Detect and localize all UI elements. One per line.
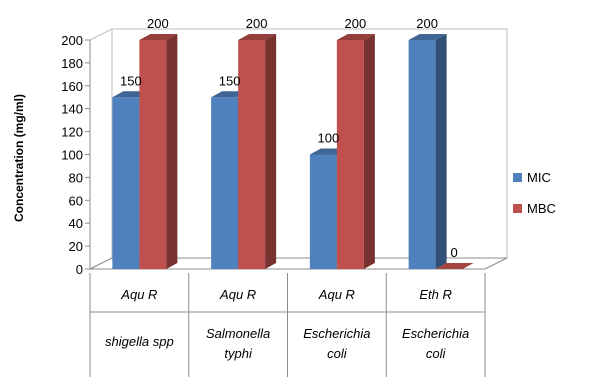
category-sublabel: coli <box>327 346 348 361</box>
bars <box>112 34 474 269</box>
side-wall <box>89 28 113 270</box>
y-tick-label: 180 <box>61 56 83 71</box>
plot-walls <box>89 28 508 270</box>
bar-mbc <box>435 263 474 269</box>
legend-label: MBC <box>527 201 556 216</box>
category-label: Aqu R <box>120 287 157 302</box>
bar-mbc <box>336 34 375 269</box>
category-sublabel: typhi <box>224 346 253 361</box>
bar-front <box>139 40 167 269</box>
category-label: Eth R <box>419 287 452 302</box>
legend-swatch <box>513 204 522 213</box>
bar-side <box>265 34 277 269</box>
bar-front <box>238 40 266 269</box>
y-tick-label: 140 <box>61 102 83 117</box>
category-label: Aqu R <box>318 287 355 302</box>
y-tick-label: 60 <box>69 193 83 208</box>
data-label: 200 <box>246 16 268 31</box>
category-sublabel: Salmonella <box>206 326 270 341</box>
category-label: Aqu R <box>219 287 256 302</box>
y-axis: 0 20 40 60 80 100 120 140 160 180 200 <box>61 33 91 277</box>
y-axis-title: Concentration (mg/ml) <box>12 94 26 222</box>
bar-front <box>336 40 364 269</box>
y-tick-label: 200 <box>61 33 83 48</box>
data-label: 0 <box>451 245 458 260</box>
bar-top <box>139 34 178 40</box>
bar-side <box>166 34 178 269</box>
bar-front <box>408 40 436 269</box>
bar-front <box>309 154 337 269</box>
y-tick-label: 160 <box>61 79 83 94</box>
y-tick-label: 20 <box>69 239 83 254</box>
category-sublabel: shigella spp <box>105 334 174 349</box>
category-sublabel: coli <box>426 346 447 361</box>
bar-mbc <box>139 34 178 269</box>
legend-swatch <box>513 173 522 182</box>
data-label: 100 <box>318 131 340 146</box>
y-tick-label: 100 <box>61 148 83 163</box>
bar-top <box>336 34 375 40</box>
data-label: 200 <box>416 16 438 31</box>
legend-label: MIC <box>527 170 551 185</box>
category-sublabel: Escherichia <box>303 326 370 341</box>
data-labels: 150 200 150 200 100 200 200 0 <box>120 16 458 260</box>
bar-front <box>112 97 140 269</box>
bar-top <box>408 34 447 40</box>
data-label: 200 <box>345 16 367 31</box>
y-tick-label: 40 <box>69 216 83 231</box>
legend: MIC MBC <box>513 170 556 216</box>
bar-side <box>363 34 375 269</box>
bar-mic <box>408 34 447 269</box>
bar-flat <box>435 263 474 269</box>
y-tick-label: 120 <box>61 125 83 140</box>
bar-top <box>238 34 277 40</box>
bar-side <box>435 34 447 269</box>
y-tick-label: 80 <box>69 170 83 185</box>
bar-mbc <box>238 34 277 269</box>
category-table: Aqu R shigella spp Aqu R Salmonella typhi Aqu… <box>89 273 486 377</box>
data-label: 150 <box>219 73 241 88</box>
data-label: 200 <box>147 16 169 31</box>
category-sublabel: Escherichia <box>402 326 469 341</box>
y-tick-label: 0 <box>76 262 83 277</box>
data-label: 150 <box>120 73 142 88</box>
bar-front <box>211 97 239 269</box>
